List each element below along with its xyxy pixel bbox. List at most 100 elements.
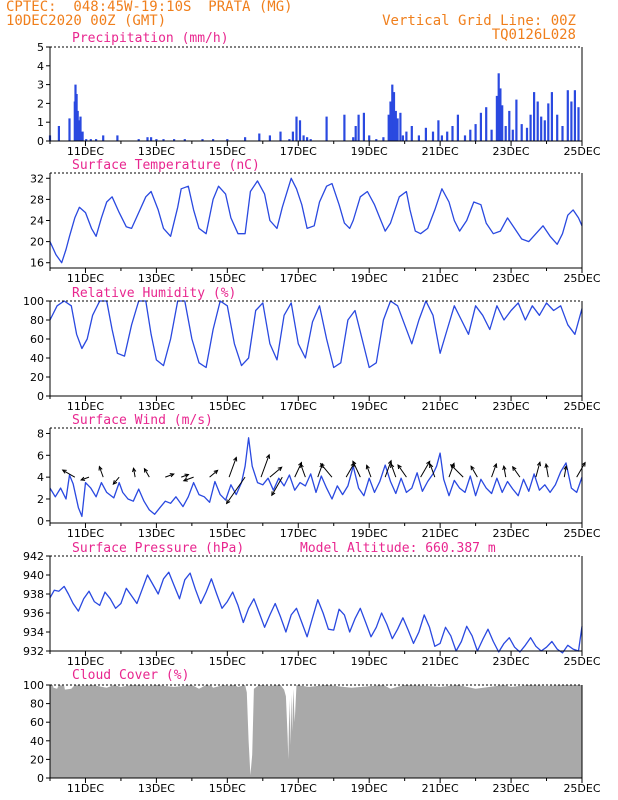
model-altitude: Model Altitude: 660.387 m — [300, 541, 496, 556]
series-line — [49, 571, 583, 654]
x-tick-label: 23DEC — [493, 145, 530, 158]
precip-bar — [68, 118, 71, 141]
precip-bar — [525, 127, 529, 141]
precip-bar — [57, 126, 60, 141]
wind-vector — [365, 464, 372, 478]
precip-bar — [394, 110, 397, 141]
precip-bar — [116, 135, 119, 141]
wind-vector — [209, 469, 219, 478]
x-tick-label: 17DEC — [280, 400, 317, 413]
wind-vector — [228, 456, 238, 478]
precip-bar — [146, 137, 149, 141]
wind-vector — [299, 462, 306, 478]
run-header: 10DEC2020 00Z (GMT) — [6, 13, 167, 29]
precip-bar — [511, 129, 514, 141]
x-tick-label: 21DEC — [422, 782, 459, 795]
precip-bar — [95, 139, 98, 141]
precip-bar — [399, 112, 402, 141]
y-tick-label: 932 — [23, 645, 44, 658]
precip-bar — [201, 139, 204, 141]
precip-bar — [288, 139, 291, 141]
precip-bar — [78, 120, 81, 141]
x-tick-label: 17DEC — [280, 782, 317, 795]
y-tick-label: 20 — [30, 236, 44, 249]
precip-bar — [279, 131, 282, 141]
precip-bar — [577, 107, 580, 141]
precip-bar — [529, 114, 532, 141]
precip-bar — [325, 116, 328, 141]
precip-bar — [291, 131, 294, 141]
x-tick-label: 19DEC — [351, 272, 388, 285]
precip-bar — [469, 129, 472, 141]
y-tick-label: 6 — [37, 449, 44, 462]
precip-bar — [258, 133, 261, 141]
y-tick-label: 0 — [37, 390, 44, 403]
wind-vector — [269, 466, 283, 478]
y-tick-label: 4 — [37, 60, 44, 73]
y-tick-label: 0 — [37, 135, 44, 148]
wind-vector — [420, 460, 431, 478]
wind-vector — [397, 464, 407, 478]
precip-bar — [368, 135, 371, 141]
x-tick-label: 13DEC — [138, 145, 175, 158]
y-tick-label: 940 — [23, 569, 44, 582]
x-tick-label: 13DEC — [138, 527, 175, 540]
panel-title: Relative Humidity (%) — [72, 286, 236, 301]
y-tick-label: 1 — [37, 116, 44, 129]
x-tick-label: 15DEC — [209, 272, 246, 285]
precip-bar — [543, 120, 546, 141]
precip-bar — [497, 73, 500, 141]
y-tick-label: 100 — [23, 679, 44, 692]
precip-bar — [490, 129, 493, 141]
wind-vector — [352, 460, 361, 478]
wind-vector — [429, 462, 436, 478]
x-tick-label: 11DEC — [67, 782, 104, 795]
precip-bar — [570, 101, 573, 141]
cloud-cover-area — [50, 685, 582, 778]
wind-vector — [132, 467, 137, 478]
precip-bar — [508, 110, 511, 141]
precip-bar — [183, 139, 186, 141]
wind-vector — [271, 476, 283, 497]
precip-bar — [89, 139, 92, 141]
wind-vector — [512, 465, 521, 478]
precip-bar — [362, 112, 365, 141]
x-tick-label: 23DEC — [493, 655, 530, 668]
precip-bar — [456, 114, 459, 141]
precip-bar — [540, 116, 543, 141]
precip-bar — [556, 114, 559, 141]
precip-bar — [79, 116, 82, 141]
x-tick-label: 11DEC — [67, 272, 104, 285]
x-tick-label: 19DEC — [351, 400, 388, 413]
y-tick-label: 8 — [37, 427, 44, 440]
x-tick-label: 17DEC — [280, 527, 317, 540]
precip-bar — [504, 126, 507, 141]
precip-bar — [137, 139, 140, 141]
precip-bar — [547, 103, 550, 141]
y-tick-label: 938 — [23, 588, 44, 601]
precip-bar — [501, 105, 504, 141]
x-tick-label: 21DEC — [422, 655, 459, 668]
y-tick-label: 2 — [37, 97, 44, 110]
y-tick-label: 24 — [30, 215, 44, 228]
precip-bar — [401, 135, 404, 141]
x-tick-label: 19DEC — [351, 527, 388, 540]
panel-5: Surface Pressure (hPa) Model Altitude: 66… — [23, 541, 601, 668]
wind-vector — [319, 462, 333, 478]
y-tick-label: 100 — [23, 295, 44, 308]
x-tick-label: 11DEC — [67, 527, 104, 540]
precip-bar — [550, 92, 553, 141]
wind-vector — [260, 453, 271, 478]
y-tick-label: 942 — [23, 550, 44, 563]
panel-title: Surface Pressure (hPa) — [72, 541, 244, 556]
precip-bar — [533, 92, 536, 141]
y-tick-label: 934 — [23, 626, 44, 639]
precip-bar — [410, 126, 413, 141]
x-tick-label: 13DEC — [138, 400, 175, 413]
precip-bar — [440, 135, 443, 141]
y-tick-label: 60 — [30, 716, 44, 729]
wind-vector — [576, 461, 586, 478]
precip-bar — [387, 114, 390, 141]
precip-bar — [244, 137, 247, 141]
x-tick-label: 25DEC — [563, 400, 600, 413]
